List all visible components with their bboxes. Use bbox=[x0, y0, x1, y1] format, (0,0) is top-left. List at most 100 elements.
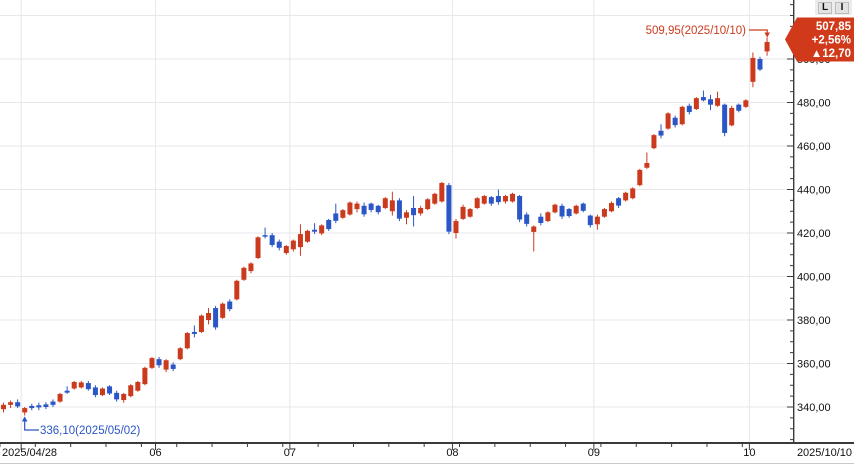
candle-body[interactable] bbox=[715, 98, 721, 106]
candle-body[interactable] bbox=[665, 113, 671, 129]
candle-body[interactable] bbox=[750, 57, 756, 82]
candle-body[interactable] bbox=[305, 230, 311, 242]
candle-body[interactable] bbox=[594, 216, 600, 225]
candle-body[interactable] bbox=[248, 263, 254, 272]
candle-body[interactable] bbox=[679, 106, 685, 125]
candle-body[interactable] bbox=[50, 401, 56, 405]
candle-body[interactable] bbox=[255, 237, 261, 259]
candle-body[interactable] bbox=[184, 333, 190, 349]
candle-body[interactable] bbox=[573, 205, 579, 214]
candle-body[interactable] bbox=[177, 348, 183, 360]
candle-body[interactable] bbox=[389, 200, 395, 212]
candle-body[interactable] bbox=[198, 315, 204, 332]
candle-body[interactable] bbox=[99, 388, 105, 396]
candle-body[interactable] bbox=[114, 392, 120, 400]
candle-body[interactable] bbox=[467, 209, 473, 217]
candle-body[interactable] bbox=[57, 393, 63, 402]
candle-body[interactable] bbox=[488, 197, 494, 204]
candle-body[interactable] bbox=[517, 196, 523, 220]
candle-body[interactable] bbox=[545, 212, 551, 222]
candle-body[interactable] bbox=[411, 207, 417, 216]
candle-body[interactable] bbox=[227, 301, 233, 310]
candle-body[interactable] bbox=[269, 235, 275, 245]
candle-body[interactable] bbox=[623, 192, 629, 201]
candle-body[interactable] bbox=[234, 280, 240, 300]
candle-body[interactable] bbox=[22, 408, 28, 413]
candle-body[interactable] bbox=[403, 212, 409, 218]
candle-body[interactable] bbox=[552, 204, 558, 213]
candle-body[interactable] bbox=[531, 226, 537, 232]
candle-body[interactable] bbox=[375, 205, 381, 213]
candle-body[interactable] bbox=[36, 405, 42, 408]
candle-body[interactable] bbox=[524, 214, 530, 224]
candle-body[interactable] bbox=[396, 200, 402, 219]
candle-body[interactable] bbox=[566, 209, 572, 217]
candle-body[interactable] bbox=[616, 198, 622, 206]
candle-body[interactable] bbox=[764, 41, 770, 52]
candle-body[interactable] bbox=[354, 203, 360, 210]
candle-body[interactable] bbox=[446, 185, 452, 232]
candle-body[interactable] bbox=[708, 99, 713, 105]
candle-body[interactable] bbox=[71, 381, 77, 389]
candle-body[interactable] bbox=[609, 202, 615, 212]
candle-body[interactable] bbox=[149, 358, 155, 368]
candle-body[interactable] bbox=[672, 117, 678, 126]
candle-body[interactable] bbox=[418, 207, 424, 214]
candle-body[interactable] bbox=[495, 196, 501, 203]
candle-body[interactable] bbox=[241, 267, 247, 280]
candle-body[interactable] bbox=[651, 135, 657, 149]
candle-body[interactable] bbox=[64, 390, 70, 393]
candle-body[interactable] bbox=[92, 387, 98, 396]
candle-body[interactable] bbox=[722, 104, 728, 133]
candle-body[interactable] bbox=[326, 219, 332, 230]
candle-body[interactable] bbox=[658, 130, 664, 136]
candle-body[interactable] bbox=[686, 105, 692, 113]
candle-body[interactable] bbox=[142, 367, 148, 385]
candle-body[interactable] bbox=[206, 313, 212, 320]
candle-body[interactable] bbox=[191, 331, 197, 334]
candle-body[interactable] bbox=[736, 104, 742, 111]
candle-body[interactable] bbox=[333, 213, 339, 221]
candle-body[interactable] bbox=[481, 196, 487, 204]
candle-body[interactable] bbox=[85, 383, 91, 390]
candle-body[interactable] bbox=[213, 308, 219, 328]
candle-body[interactable] bbox=[425, 199, 431, 210]
candle-body[interactable] bbox=[637, 169, 643, 186]
candle-body[interactable] bbox=[538, 216, 544, 223]
candle-body[interactable] bbox=[319, 225, 325, 234]
candle-body[interactable] bbox=[460, 206, 466, 219]
candle-body[interactable] bbox=[15, 402, 21, 407]
bar-mode-icon[interactable]: I bbox=[835, 1, 849, 14]
candle-body[interactable] bbox=[580, 203, 586, 211]
candle-body[interactable] bbox=[368, 203, 374, 210]
candle-body[interactable] bbox=[757, 59, 763, 70]
candle-body[interactable] bbox=[644, 162, 650, 168]
candle-body[interactable] bbox=[432, 193, 438, 204]
candle-body[interactable] bbox=[474, 198, 480, 208]
candle-body[interactable] bbox=[121, 393, 127, 401]
candle-body[interactable] bbox=[78, 382, 84, 388]
candle-body[interactable] bbox=[170, 364, 176, 369]
candle-body[interactable] bbox=[340, 210, 346, 218]
candle-body[interactable] bbox=[297, 234, 303, 248]
candle-body[interactable] bbox=[156, 359, 162, 366]
candle-body[interactable] bbox=[128, 385, 134, 397]
candle-body[interactable] bbox=[439, 182, 445, 202]
candle-body[interactable] bbox=[510, 193, 516, 202]
candle-body[interactable] bbox=[729, 107, 735, 126]
line-mode-icon[interactable]: L bbox=[818, 1, 832, 14]
candle-body[interactable] bbox=[382, 198, 388, 208]
candle-body[interactable] bbox=[559, 205, 565, 217]
candle-body[interactable] bbox=[283, 246, 289, 254]
candle-body[interactable] bbox=[43, 404, 49, 407]
candle-body[interactable] bbox=[8, 402, 14, 405]
candle-body[interactable] bbox=[587, 215, 593, 226]
candle-body[interactable] bbox=[693, 98, 699, 110]
candle-body[interactable] bbox=[107, 386, 113, 394]
candle-body[interactable] bbox=[502, 196, 508, 202]
candle-body[interactable] bbox=[163, 360, 169, 370]
candle-body[interactable] bbox=[453, 221, 459, 233]
candle-body[interactable] bbox=[276, 241, 282, 248]
candle-body[interactable] bbox=[262, 235, 268, 237]
